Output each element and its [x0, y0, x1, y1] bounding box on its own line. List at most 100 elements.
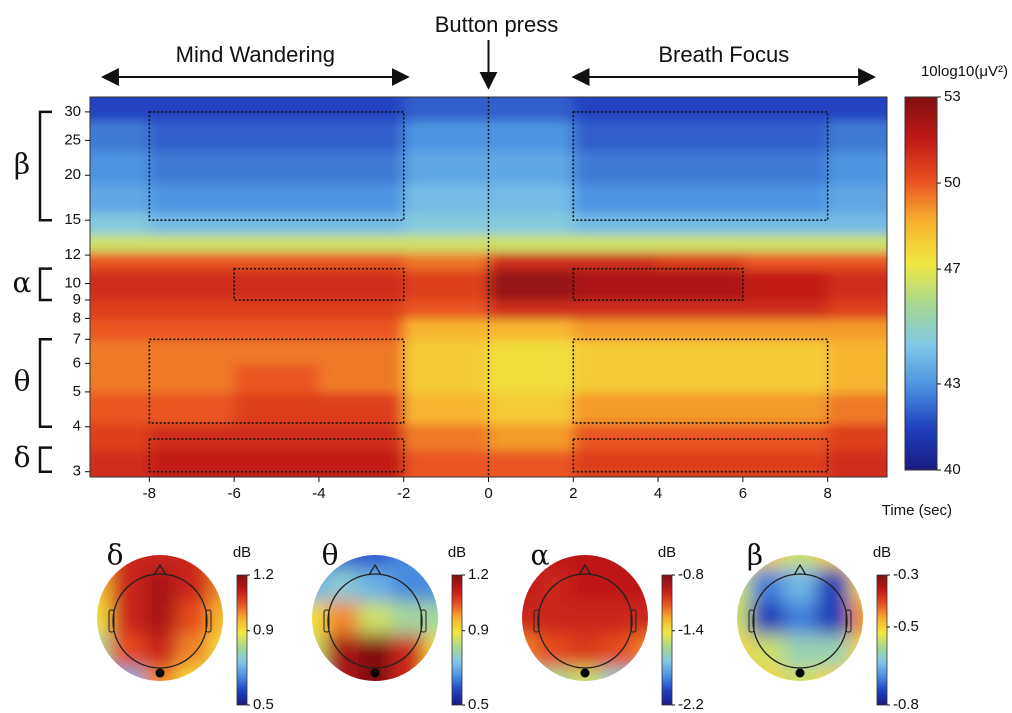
heatmap-cell [827, 252, 887, 270]
heatmap-cell [403, 423, 489, 451]
heatmap-cell [827, 450, 887, 477]
heatmap-cell [90, 300, 150, 320]
heatmap-cell [742, 318, 829, 341]
heatmap-cell [318, 97, 405, 122]
topomap-colorbar-tick-label: 0.5 [468, 696, 489, 713]
topomap-cell [783, 634, 818, 669]
heatmap-cell [403, 252, 489, 270]
heatmap-cell [318, 213, 405, 235]
heatmap-cell [234, 184, 320, 214]
heatmap-cell [742, 339, 829, 365]
heatmap-cell [742, 300, 829, 320]
head-outline [327, 573, 423, 669]
topomap-cell [816, 555, 851, 569]
heatmap-cell [573, 392, 659, 425]
heatmap-cell [234, 363, 320, 394]
band-label: β [14, 148, 30, 181]
heatmap-cell [149, 450, 235, 477]
x-tick-label: 2 [569, 485, 577, 502]
topomap-cell [750, 667, 784, 681]
nose [578, 563, 592, 576]
heatmap-cell [149, 363, 235, 394]
heatmap-cell [403, 339, 489, 365]
heatmap-cells [90, 97, 887, 477]
heatmap-cell [742, 252, 829, 270]
band-bracket [38, 110, 52, 222]
heatmap-cell [573, 213, 659, 235]
heatmap-cell [827, 268, 887, 285]
electrode [580, 668, 590, 678]
heatmap-cell [742, 363, 829, 394]
heatmap-cell [234, 120, 320, 152]
heatmap-cell [318, 150, 405, 185]
topomap-cell [325, 568, 359, 602]
y-tick-label: 3 [73, 463, 81, 480]
heatmap-cell [573, 234, 659, 253]
topomap-cell [391, 555, 426, 569]
heatmap-cell [90, 450, 150, 477]
heatmap-cell [149, 252, 235, 270]
topomap-colorbar [661, 574, 673, 706]
heatmap-cell [573, 150, 659, 185]
topomap-cell [522, 667, 536, 681]
heatmap-cell [234, 423, 320, 451]
region-box [572, 438, 829, 473]
heatmap-cell [234, 318, 320, 341]
heatmap-cell [234, 392, 320, 425]
topomap-colorbar-label: dB [233, 544, 251, 561]
heatmap-cell [403, 283, 489, 301]
heatmap-cell [742, 423, 829, 451]
band-bracket [38, 338, 52, 428]
heatmap-cell [403, 184, 489, 214]
heatmap-cell [573, 268, 659, 285]
y-tick-label: 5 [73, 383, 81, 400]
heatmap-cell [742, 268, 829, 285]
heatmap-cell [318, 392, 405, 425]
heatmap-cell [742, 150, 829, 185]
topomap-cell [358, 555, 393, 569]
heatmap-cell [90, 423, 150, 451]
region-box [572, 267, 744, 301]
x-tick-label: 0 [484, 485, 492, 502]
heatmap-cell [149, 234, 235, 253]
period-label: Mind Wandering [176, 42, 335, 67]
heatmap-cell [90, 392, 150, 425]
heatmap-cell [827, 423, 887, 451]
heatmap-cell [149, 318, 235, 341]
heatmap-cell [149, 339, 235, 365]
topomap-cell [535, 667, 569, 681]
topomap-cell [312, 568, 326, 602]
head-outline [752, 573, 848, 669]
x-tick-label: 6 [739, 485, 747, 502]
heatmap-cell [742, 184, 829, 214]
topomap-colorbar [451, 574, 463, 706]
topomap-colorbar [236, 574, 248, 706]
head-outline [112, 573, 208, 669]
heatmap-cell [488, 268, 574, 285]
y-tick-label: 9 [73, 291, 81, 308]
topomap-cell [601, 555, 636, 569]
topomap-cell [816, 667, 851, 681]
y-tick-label: 20 [64, 166, 81, 183]
heatmap-cell [90, 150, 150, 185]
heatmap-cell [827, 318, 887, 341]
y-tick-label: 30 [64, 103, 81, 120]
heatmap-cell [573, 120, 659, 152]
heatmap-cell [90, 97, 150, 122]
ear [845, 609, 852, 633]
topomap-colorbar-tick-label: 0.9 [253, 622, 274, 639]
ear [420, 609, 427, 633]
topomap-cell [568, 601, 603, 636]
heatmap-cell [488, 339, 574, 365]
heatmap-cell [742, 120, 829, 152]
heatmap-cell [827, 184, 887, 214]
topomap-cell [97, 568, 111, 602]
heatmap-cell [573, 318, 659, 341]
heatmap-cell [149, 184, 235, 214]
heatmap-cell [573, 252, 659, 270]
topomap-cell [97, 667, 111, 681]
heatmap-cell [488, 283, 574, 301]
heatmap-cell [658, 392, 744, 425]
electrode [795, 668, 805, 678]
